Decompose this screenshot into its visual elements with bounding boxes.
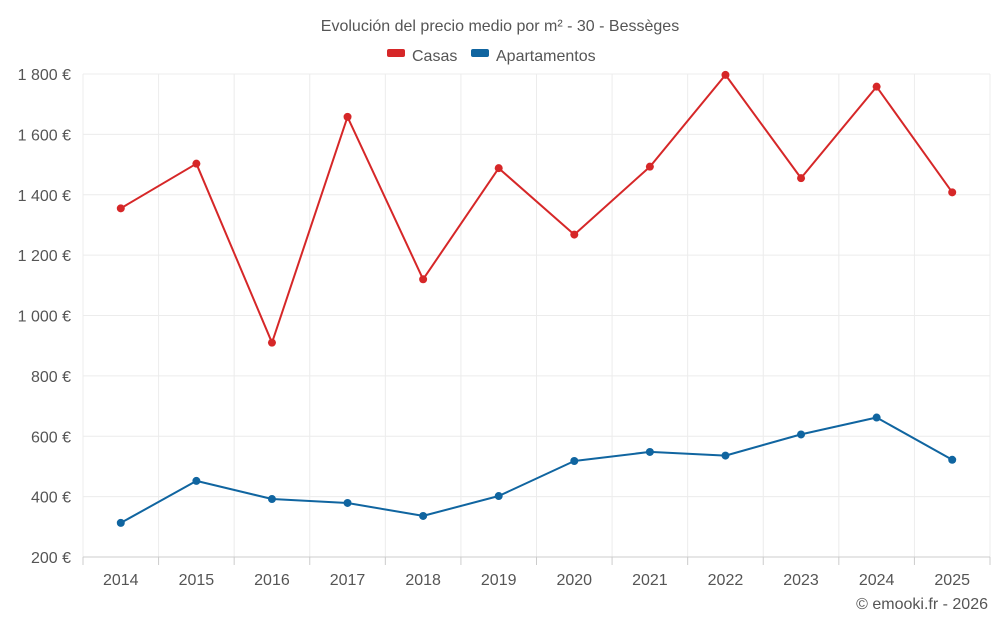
data-point-apartamentos-2016[interactable] <box>267 495 276 504</box>
legend-swatch-casas <box>387 49 405 57</box>
grid <box>82 73 991 557</box>
x-tick-label: 2025 <box>934 572 970 589</box>
series-casas <box>116 70 957 347</box>
data-point-apartamentos-2017[interactable] <box>343 498 352 507</box>
series-apartamentos <box>116 413 957 527</box>
data-point-apartamentos-2020[interactable] <box>570 457 579 466</box>
x-tick-label: 2017 <box>330 572 366 589</box>
legend: Casas Apartamentos <box>387 48 596 65</box>
data-point-casas-2014[interactable] <box>116 204 125 213</box>
data-point-apartamentos-2014[interactable] <box>116 518 125 527</box>
x-tick-label: 2024 <box>859 572 895 589</box>
legend-item-apartamentos[interactable]: Apartamentos <box>471 48 596 65</box>
data-point-apartamentos-2021[interactable] <box>645 447 654 456</box>
data-point-casas-2016[interactable] <box>267 338 276 347</box>
data-point-casas-2024[interactable] <box>872 82 881 91</box>
y-tick-label: 200 € <box>31 550 71 567</box>
data-point-casas-2025[interactable] <box>948 188 957 197</box>
data-point-casas-2015[interactable] <box>192 159 201 168</box>
series-line-apartamentos <box>120 416 953 524</box>
y-tick-label: 400 € <box>31 490 71 507</box>
data-point-casas-2021[interactable] <box>645 162 654 171</box>
series <box>116 70 957 527</box>
data-point-casas-2022[interactable] <box>721 70 730 79</box>
data-point-apartamentos-2015[interactable] <box>192 476 201 485</box>
data-point-apartamentos-2025[interactable] <box>948 455 957 464</box>
x-tick-label: 2022 <box>708 572 744 589</box>
y-tick-label: 1 800 € <box>18 67 71 84</box>
y-tick-label: 1 400 € <box>18 188 71 205</box>
y-tick-label: 800 € <box>31 369 71 386</box>
data-point-casas-2018[interactable] <box>419 275 428 284</box>
series-line-casas <box>120 73 954 344</box>
data-point-apartamentos-2018[interactable] <box>419 511 428 520</box>
x-tick-label: 2018 <box>405 572 441 589</box>
x-tick-label: 2019 <box>481 572 517 589</box>
legend-label-apartamentos: Apartamentos <box>496 48 596 65</box>
chart-title: Evolución del precio medio por m² - 30 -… <box>321 18 679 35</box>
data-point-casas-2023[interactable] <box>797 174 806 183</box>
x-tick-label: 2015 <box>179 572 215 589</box>
x-tick-label: 2016 <box>254 572 290 589</box>
y-tick-label: 1 000 € <box>18 309 71 326</box>
axes: 200 € 400 € 600 € 800 € 1 000 € 1 200 € 1 400 … <box>18 67 991 589</box>
legend-label-casas: Casas <box>412 48 457 65</box>
data-point-apartamentos-2024[interactable] <box>872 413 881 422</box>
credit-text: © emooki.fr - 2026 <box>856 596 988 613</box>
data-point-casas-2017[interactable] <box>343 112 352 121</box>
data-point-casas-2019[interactable] <box>494 164 503 173</box>
y-tick-label: 1 200 € <box>18 248 71 265</box>
data-point-apartamentos-2019[interactable] <box>494 492 503 501</box>
legend-item-casas[interactable]: Casas <box>387 48 457 65</box>
data-point-apartamentos-2023[interactable] <box>797 430 806 439</box>
x-tick-label: 2014 <box>103 572 139 589</box>
x-tick-label: 2020 <box>556 572 592 589</box>
data-point-apartamentos-2022[interactable] <box>721 451 730 460</box>
legend-swatch-apartamentos <box>471 49 489 57</box>
x-tick-label: 2023 <box>783 572 819 589</box>
x-tick-label: 2021 <box>632 572 668 589</box>
y-tick-label: 1 600 € <box>18 127 71 144</box>
y-tick-label: 600 € <box>31 429 71 446</box>
data-point-casas-2020[interactable] <box>570 230 579 239</box>
